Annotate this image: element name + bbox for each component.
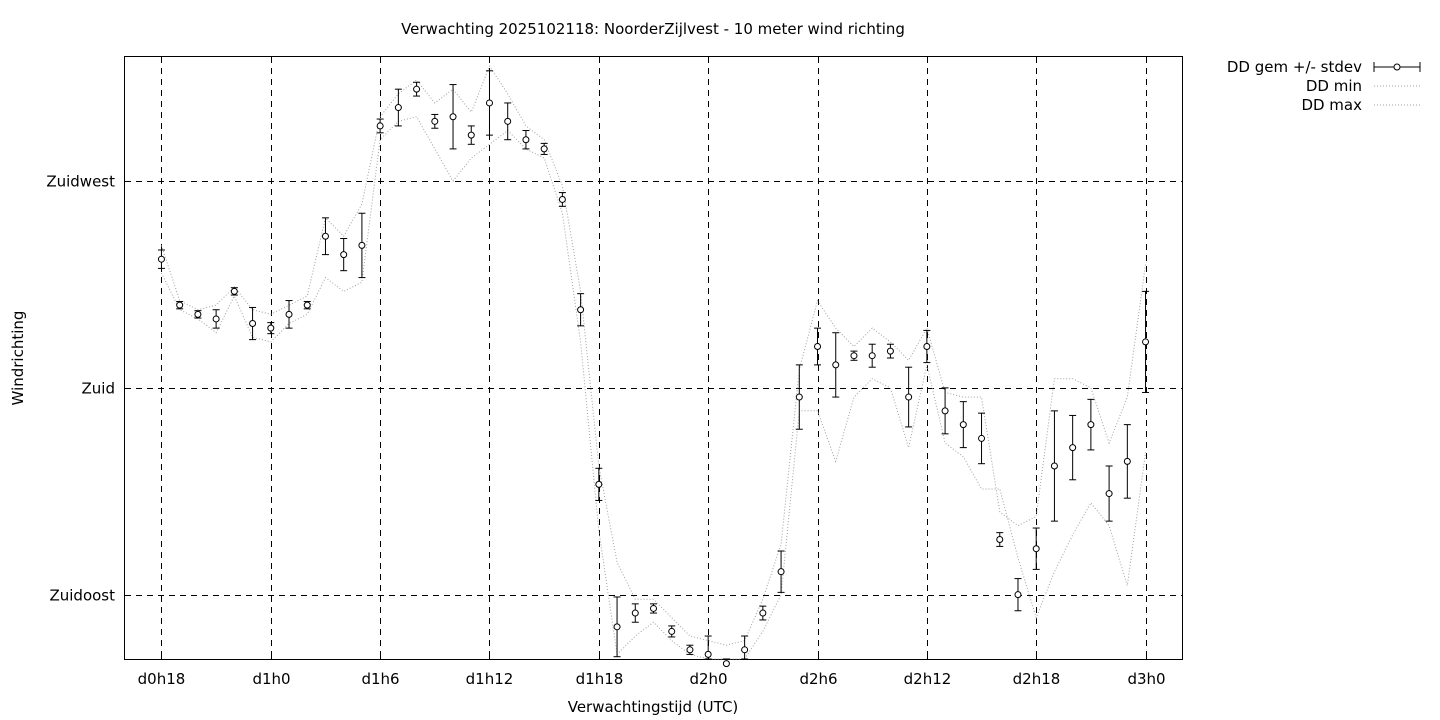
chart-title: Verwachting 2025102118: NoorderZijlvest … xyxy=(401,20,905,38)
x-tick-label: d2h6 xyxy=(799,670,837,688)
error-bar-point xyxy=(886,343,894,359)
error-bar-point xyxy=(157,249,165,269)
error-bar-point xyxy=(1087,398,1095,451)
legend-label-max: DD max xyxy=(1301,96,1362,114)
error-bar-point xyxy=(905,366,913,428)
error-bar-point xyxy=(249,306,257,341)
error-bar-point xyxy=(267,322,275,335)
legend-label-mean: DD gem +/- stdev xyxy=(1227,58,1362,76)
error-bar-point xyxy=(449,84,457,150)
error-bar-point xyxy=(923,329,931,364)
error-bar-point xyxy=(376,118,384,134)
y-tick-label: Zuidwest xyxy=(46,173,115,191)
error-bar-point xyxy=(1142,290,1150,393)
error-bar-point xyxy=(978,412,986,465)
error-bar-point xyxy=(650,603,657,614)
x-axis-ticks: d0h18 d1h0 d1h6 d1h12 d1h18 d2h0 d2h6 d2h12 d2h1… xyxy=(138,653,1166,688)
error-bar-point xyxy=(558,192,566,207)
error-bar-point xyxy=(868,343,876,368)
error-bar-point xyxy=(413,81,421,97)
error-bar-point xyxy=(358,212,366,279)
error-bar-point xyxy=(941,387,949,435)
x-tick-label: d1h0 xyxy=(252,670,290,688)
error-bar-point xyxy=(795,364,803,430)
error-bar-point xyxy=(668,625,676,638)
legend: DD gem +/- stdev DD min DD max xyxy=(1227,58,1421,114)
error-bar-point xyxy=(704,635,712,660)
error-bar-point xyxy=(741,635,749,660)
error-bar-point xyxy=(194,310,202,319)
x-tick-label: d1h18 xyxy=(576,670,624,688)
error-bar-point xyxy=(467,125,475,145)
error-bar-point xyxy=(850,350,858,361)
error-bar-point xyxy=(303,300,311,310)
error-bar-point xyxy=(1069,414,1077,481)
x-tick-label: d3h0 xyxy=(1127,670,1165,688)
series-dd-max xyxy=(160,65,1147,646)
error-bar-point xyxy=(759,605,767,621)
error-bar-point xyxy=(176,300,184,310)
error-bar-point xyxy=(814,327,822,366)
grid-lines xyxy=(125,57,1182,659)
legend-symbol-mean xyxy=(1373,62,1421,72)
dd-min-line xyxy=(160,116,1147,660)
error-bar-point xyxy=(959,401,967,449)
error-bar-point xyxy=(631,603,639,623)
series-dd-min xyxy=(160,116,1147,660)
error-bar-point xyxy=(595,467,603,501)
dd-max-line xyxy=(160,65,1147,646)
error-bar-point xyxy=(285,300,293,329)
y-axis-label: Windrichting xyxy=(9,311,27,406)
plot-area-frame xyxy=(124,56,1183,660)
error-bar-point xyxy=(485,70,493,136)
error-bar-point xyxy=(1014,578,1022,612)
legend-label-min: DD min xyxy=(1306,77,1362,95)
error-bar-point xyxy=(321,217,329,256)
error-bar-point xyxy=(996,532,1004,547)
series-dd-mean xyxy=(157,70,1150,668)
y-tick-label: Zuid xyxy=(82,380,115,398)
error-bar-point xyxy=(431,113,439,129)
error-bar-point xyxy=(1105,465,1113,522)
x-tick-label: d1h6 xyxy=(361,670,399,688)
y-tick-label: Zuidoost xyxy=(49,587,115,605)
error-bar-point xyxy=(340,238,348,272)
x-tick-label: d2h0 xyxy=(689,670,727,688)
x-tick-label: d0h18 xyxy=(138,670,186,688)
error-bar-point xyxy=(230,287,238,296)
error-bar-point xyxy=(394,88,402,127)
y-axis-ticks: Zuidoost Zuid Zuidwest xyxy=(46,173,131,605)
x-tick-label: d2h12 xyxy=(904,670,952,688)
error-bar-point xyxy=(212,309,220,329)
error-bar-point xyxy=(686,644,694,655)
x-tick-label: d2h18 xyxy=(1013,670,1061,688)
error-bar-point xyxy=(613,596,621,658)
x-axis-label: Verwachtingstijd (UTC) xyxy=(568,698,739,716)
error-bar-point xyxy=(504,102,512,141)
error-bar-point xyxy=(1032,527,1040,570)
error-bar-point xyxy=(577,293,585,327)
error-bar-point xyxy=(777,550,785,593)
error-bar-point xyxy=(1123,424,1131,499)
error-bar-point xyxy=(1050,410,1058,522)
error-bar-point xyxy=(540,142,548,155)
error-bar-point xyxy=(522,130,530,150)
error-bar-point xyxy=(722,658,730,668)
x-tick-label: d1h12 xyxy=(466,670,514,688)
error-bar-point xyxy=(832,332,840,398)
